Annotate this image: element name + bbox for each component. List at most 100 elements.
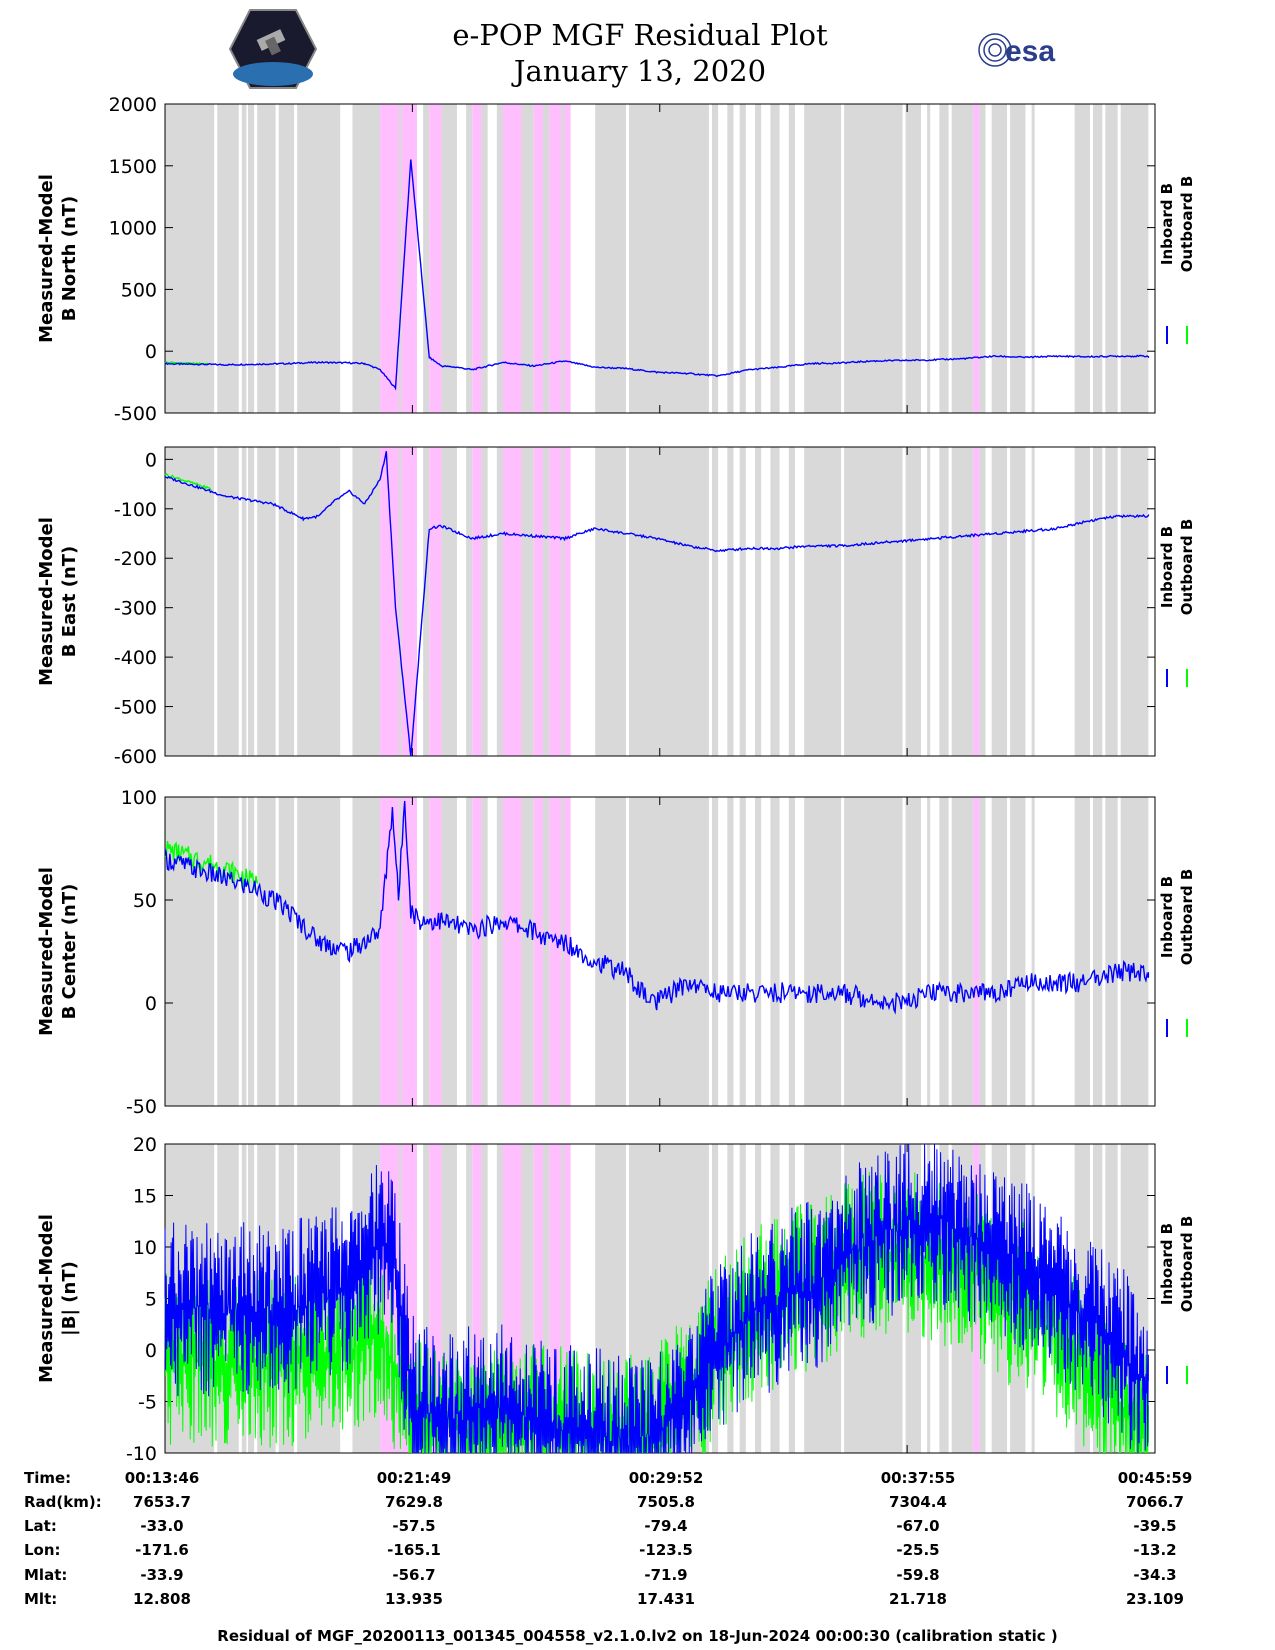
gap-band (257, 447, 276, 756)
ephemeris-lon-value: -25.5 (896, 1541, 940, 1559)
gap-band (927, 447, 931, 756)
gap-band (496, 797, 504, 1106)
ephemeris-mlt-value: 21.718 (889, 1590, 947, 1608)
gap-band (352, 797, 381, 1106)
event-band (472, 104, 482, 413)
ephemeris-lat-value: -39.5 (1133, 1517, 1177, 1535)
event-band (380, 447, 399, 756)
gap-band (739, 447, 746, 756)
esa-logo-text: esa (1005, 35, 1055, 68)
gap-band (939, 104, 949, 413)
gap-band (951, 104, 974, 413)
gap-band (165, 447, 215, 756)
gap-band (1120, 104, 1149, 413)
gap-band (496, 104, 504, 413)
gap-band (561, 104, 565, 413)
gap-band (481, 797, 488, 1106)
gap-band (1093, 797, 1103, 1106)
gap-band (521, 104, 534, 413)
gap-band (398, 447, 402, 756)
gap-band (423, 447, 430, 756)
y-tick-label: 50 (133, 890, 157, 912)
y-tick-label: -200 (114, 548, 157, 570)
ephemeris-row-label: Lon: (24, 1541, 61, 1559)
y-tick-label: 2000 (109, 94, 157, 116)
event-band (564, 104, 571, 413)
ephemeris-row-label: Lat: (24, 1517, 57, 1535)
gap-band (496, 1144, 504, 1453)
gap-band (241, 797, 247, 1106)
gap-band (755, 447, 762, 756)
event-band (401, 447, 417, 756)
ephemeris-row-label: Mlat: (24, 1566, 68, 1584)
gap-band (951, 447, 974, 756)
event-band (549, 1144, 562, 1453)
ephemeris-lon-value: -171.6 (135, 1541, 189, 1559)
legend-label: Inboard B (1158, 1223, 1176, 1305)
y-axis-label: B East (nT) (59, 546, 80, 658)
gap-band (278, 447, 295, 756)
gap-band (247, 797, 255, 1106)
ephemeris-rad-value: 7653.7 (133, 1493, 191, 1511)
gap-band (257, 797, 276, 1106)
legend: Inboard B Outboard B (1158, 519, 1196, 687)
y-tick-label: 10 (133, 1237, 157, 1259)
gap-band (770, 447, 780, 756)
event-band (973, 797, 980, 1106)
event-band (472, 1144, 482, 1453)
gap-band (979, 104, 986, 413)
gap-band (1105, 447, 1118, 756)
event-band (533, 797, 543, 1106)
gap-band (595, 447, 626, 756)
gap-band (423, 797, 430, 1106)
event-band (973, 104, 980, 413)
gap-band (542, 1144, 550, 1453)
gap-band (711, 104, 719, 413)
gap-band (278, 104, 295, 413)
y-tick-label: -5 (138, 1392, 157, 1414)
ephemeris-row-label: Rad(km): (24, 1493, 102, 1511)
y-tick-label: 0 (145, 449, 157, 471)
gap-band (257, 104, 276, 413)
ephemeris-lon-value: -123.5 (639, 1541, 693, 1559)
event-band (503, 447, 522, 756)
gap-band (1010, 447, 1026, 756)
gap-band (423, 104, 430, 413)
legend-label: Outboard B (1178, 519, 1196, 616)
y-axis-label: B North (nT) (59, 196, 80, 322)
panel-1: -500 0 500 1000 1500 2000 Measured-Model B Nort… (36, 94, 1196, 425)
gap-band (1010, 797, 1026, 1106)
gap-band (466, 797, 473, 1106)
event-band (533, 104, 543, 413)
gap-band (770, 797, 780, 1106)
y-axis-label: Measured-Model (36, 517, 57, 686)
event-band (472, 797, 482, 1106)
gap-band (739, 104, 746, 413)
gap-band (241, 447, 247, 756)
ephemeris-mlat-value: -33.9 (140, 1566, 184, 1584)
ephemeris-mlat-value: -59.8 (896, 1566, 940, 1584)
legend-label: Inboard B (1158, 526, 1176, 608)
gap-band (804, 447, 842, 756)
y-tick-label: 0 (145, 1340, 157, 1362)
gap-band (217, 104, 239, 413)
y-axis-label: Measured-Model (36, 867, 57, 1036)
ephemeris-mlt-value: 13.935 (385, 1590, 443, 1608)
event-band (503, 797, 522, 1106)
ephemeris-lon-value: -165.1 (387, 1541, 441, 1559)
gap-band (629, 104, 709, 413)
event-band (533, 1144, 543, 1453)
gap-band (755, 104, 762, 413)
legend-label: Outboard B (1178, 176, 1196, 273)
legend: Inboard B Outboard B (1158, 1216, 1196, 1384)
legend-label: Inboard B (1158, 876, 1176, 958)
gap-band (466, 1144, 473, 1453)
ephemeris-mlt-value: 17.431 (637, 1590, 695, 1608)
gap-band (991, 447, 1008, 756)
y-axis-label: Measured-Model (36, 1214, 57, 1383)
gap-band (561, 1144, 565, 1453)
legend: Inboard B Outboard B (1158, 176, 1196, 344)
y-tick-label: 0 (145, 341, 157, 363)
y-tick-label: 0 (145, 993, 157, 1015)
event-band (503, 104, 522, 413)
